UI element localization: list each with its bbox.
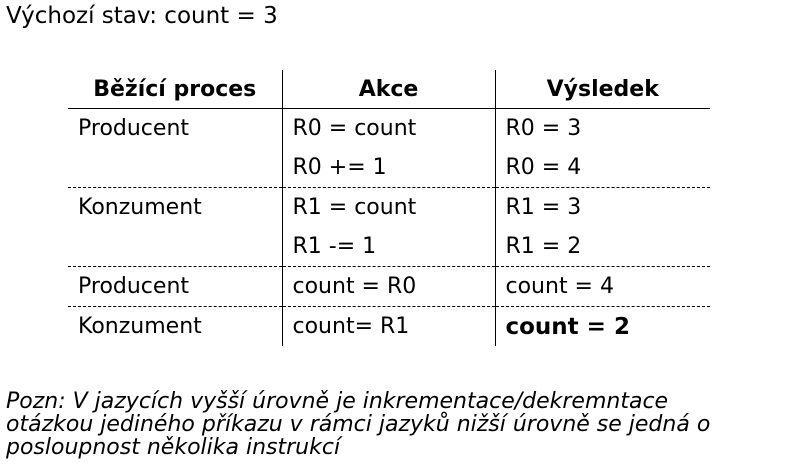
result-cell: count = 4 [494,266,710,307]
header-action: Akce [281,70,495,109]
table-row: Konzument count= R1 count = 2 [68,306,710,346]
result-cell: R1 = 2 [494,227,710,267]
process-cell: Konzument [78,195,202,220]
header-running-process: Běžící proces [68,70,282,109]
action-cell: R1 -= 1 [281,227,495,267]
table-row: R0 += 1 R0 = 4 [68,148,710,188]
initial-state-text: Výchozí stav: count = 3 [6,3,278,29]
footnote-line: Pozn: V jazycích vyšší úrovně je inkreme… [6,389,669,414]
action-cell: count= R1 [281,306,495,346]
process-cell [68,227,282,267]
table-row: Konzument R1 = count R1 = 3 [68,187,710,227]
action-cell: R0 = count [281,108,495,148]
footnote-line: posloupnost několika instrukcí [6,435,341,460]
final-result-cell: count = 2 [494,306,710,346]
action-cell: R0 += 1 [281,148,495,188]
footnote-line: otázkou jediného příkazu v rámci jazyků … [6,412,711,437]
action-cell: R1 = count [281,187,495,227]
table-row: Producent count = R0 count = 4 [68,266,710,307]
process-cell: Producent [68,266,282,307]
table-row: R1 -= 1 R1 = 2 [68,227,710,267]
race-condition-table: Běžící proces Akce Výsledek Producent R0… [68,70,710,346]
result-cell: R0 = 3 [494,108,710,148]
header-result: Výsledek [494,70,710,109]
action-cell: count = R0 [281,266,495,307]
table-header-row: Běžící proces Akce Výsledek [68,70,710,109]
result-cell: R1 = 3 [494,187,710,227]
process-cell: Konzument [78,314,202,339]
table-row: Producent R0 = count R0 = 3 [68,108,710,148]
result-cell: R0 = 4 [494,148,710,188]
process-cell: Producent [78,116,190,141]
process-cell [68,148,282,188]
footnote: Pozn: V jazycích vyšší úrovně je inkreme… [6,390,710,459]
